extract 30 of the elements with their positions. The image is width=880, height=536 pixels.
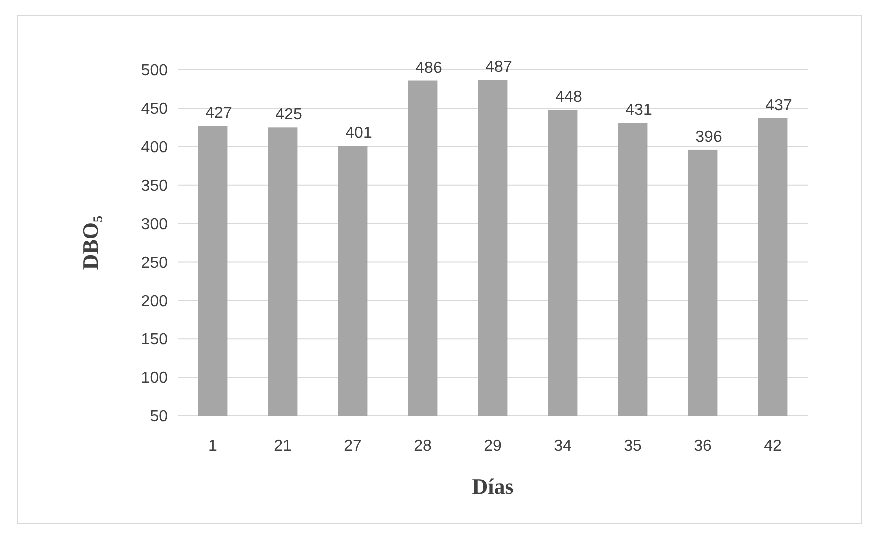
data-label: 401 [346,125,372,142]
data-label: 486 [416,60,442,77]
x-tick-label: 27 [344,438,362,455]
y-tick-label: 200 [141,293,168,310]
y-tick-label: 350 [141,178,168,195]
y-tick-label: 500 [141,62,168,80]
y-tick-label: 250 [141,254,168,272]
y-tick-label: 450 [141,101,168,118]
x-tick-label: 42 [764,438,782,455]
y-tick-label: 50 [150,408,168,426]
y-tick-label: 100 [141,370,168,388]
x-tick-label: 28 [414,438,432,455]
x-axis-title: Días [472,474,514,499]
x-tick-label: 36 [694,438,712,455]
data-label: 448 [556,88,582,106]
data-label: 487 [486,58,512,76]
y-tick-label: 150 [141,332,168,349]
x-tick-label: 1 [208,438,218,455]
data-label: 437 [766,97,792,114]
y-tick-label: 400 [141,139,168,156]
x-tick-label: 21 [274,438,292,455]
data-label: 425 [276,106,302,124]
x-tick-label: 35 [624,438,642,455]
y-axis-title: DBO₅ [78,215,103,270]
x-tick-label: 29 [484,438,502,455]
y-tick-label: 300 [141,216,168,234]
data-label: 427 [206,105,232,122]
data-label: 431 [626,102,652,120]
data-label: 396 [696,128,722,146]
x-tick-label: 34 [554,438,572,455]
